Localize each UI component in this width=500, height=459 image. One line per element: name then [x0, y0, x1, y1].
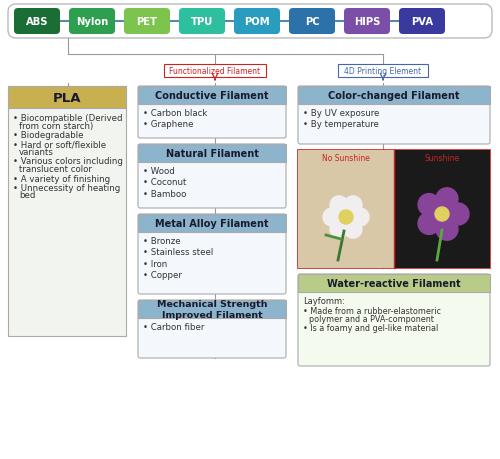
Text: POM: POM	[244, 17, 270, 27]
Text: • Is a foamy and gel-like material: • Is a foamy and gel-like material	[303, 323, 438, 332]
Circle shape	[435, 207, 449, 222]
Circle shape	[330, 221, 348, 239]
Bar	[138, 300, 286, 318]
Text: Functionalized Filament: Functionalized Filament	[170, 67, 260, 76]
FancyBboxPatch shape	[399, 9, 445, 35]
Text: • Made from a rubber-elastomeric: • Made from a rubber-elastomeric	[303, 306, 441, 315]
Text: • Bamboo: • Bamboo	[143, 189, 186, 198]
Circle shape	[418, 194, 440, 216]
FancyBboxPatch shape	[8, 5, 492, 39]
Bar	[298, 87, 490, 105]
Text: Water-reactive Filament: Water-reactive Filament	[327, 279, 461, 288]
Text: Metal Alloy Filament: Metal Alloy Filament	[155, 218, 269, 229]
Bar	[394, 151, 490, 269]
Text: No Sunshine: No Sunshine	[322, 154, 370, 162]
Circle shape	[436, 219, 458, 241]
Text: • Various colors including: • Various colors including	[13, 157, 123, 166]
Text: Conductive Filament: Conductive Filament	[155, 91, 269, 101]
Bar	[8, 87, 126, 336]
Text: • Copper: • Copper	[143, 270, 182, 279]
Text: • By temperature: • By temperature	[303, 120, 379, 129]
Bar	[338, 65, 428, 78]
Bar	[298, 151, 490, 269]
Circle shape	[344, 196, 362, 214]
Circle shape	[436, 188, 458, 210]
Text: 4D Printing Element: 4D Printing Element	[344, 67, 422, 76]
Circle shape	[418, 213, 440, 235]
Text: • Biocompatible (Derived: • Biocompatible (Derived	[13, 114, 122, 123]
FancyBboxPatch shape	[138, 214, 286, 294]
FancyBboxPatch shape	[344, 9, 390, 35]
Text: • Stainless steel: • Stainless steel	[143, 248, 213, 257]
Text: • Carbon fiber: • Carbon fiber	[143, 322, 204, 331]
Circle shape	[323, 208, 341, 226]
Text: • Hard or soft/flexible: • Hard or soft/flexible	[13, 140, 106, 149]
Circle shape	[330, 196, 348, 214]
Text: • Coconut: • Coconut	[143, 178, 186, 187]
Text: • By UV exposure: • By UV exposure	[303, 109, 380, 118]
Text: variants: variants	[19, 148, 54, 157]
Text: bed: bed	[19, 191, 36, 200]
FancyBboxPatch shape	[289, 9, 335, 35]
Bar	[8, 87, 126, 109]
Text: from corn starch): from corn starch)	[19, 121, 93, 130]
Text: PC: PC	[304, 17, 320, 27]
Circle shape	[344, 221, 362, 239]
Text: • Iron: • Iron	[143, 259, 167, 268]
Text: polymer and a PVA-component: polymer and a PVA-component	[309, 314, 434, 323]
Text: • Wood: • Wood	[143, 167, 175, 176]
Text: • Unnecessity of heating: • Unnecessity of heating	[13, 184, 120, 193]
FancyBboxPatch shape	[138, 145, 286, 208]
Bar	[138, 87, 286, 105]
Bar	[164, 65, 266, 78]
Bar	[298, 274, 490, 292]
Text: PVA: PVA	[411, 17, 433, 27]
Circle shape	[339, 211, 353, 224]
FancyBboxPatch shape	[234, 9, 280, 35]
Text: • A variety of finishing: • A variety of finishing	[13, 174, 110, 183]
Text: Layfomm:: Layfomm:	[303, 297, 345, 305]
FancyBboxPatch shape	[138, 300, 286, 358]
Bar	[298, 151, 394, 269]
Text: Nylon: Nylon	[76, 17, 108, 27]
Text: PLA: PLA	[53, 91, 81, 104]
Text: translucent color: translucent color	[19, 165, 92, 174]
FancyBboxPatch shape	[179, 9, 225, 35]
Text: • Carbon black: • Carbon black	[143, 109, 208, 118]
Text: • Biodegradable: • Biodegradable	[13, 131, 84, 140]
FancyBboxPatch shape	[124, 9, 170, 35]
Text: Mechanical Strength
Improved Filament: Mechanical Strength Improved Filament	[157, 300, 267, 319]
Text: Natural Filament: Natural Filament	[166, 149, 258, 159]
Text: • Graphene: • Graphene	[143, 120, 194, 129]
FancyBboxPatch shape	[69, 9, 115, 35]
Text: HIPS: HIPS	[354, 17, 380, 27]
Text: TPU: TPU	[191, 17, 213, 27]
Text: Sunshine: Sunshine	[424, 154, 460, 162]
FancyBboxPatch shape	[298, 274, 490, 366]
FancyBboxPatch shape	[138, 87, 286, 139]
Text: Color-changed Filament: Color-changed Filament	[328, 91, 460, 101]
Text: ABS: ABS	[26, 17, 48, 27]
FancyBboxPatch shape	[298, 87, 490, 145]
Bar	[138, 214, 286, 233]
Circle shape	[447, 203, 469, 225]
FancyBboxPatch shape	[14, 9, 60, 35]
Circle shape	[351, 208, 369, 226]
Bar	[138, 145, 286, 162]
Text: • Bronze: • Bronze	[143, 236, 180, 246]
Text: PET: PET	[136, 17, 158, 27]
